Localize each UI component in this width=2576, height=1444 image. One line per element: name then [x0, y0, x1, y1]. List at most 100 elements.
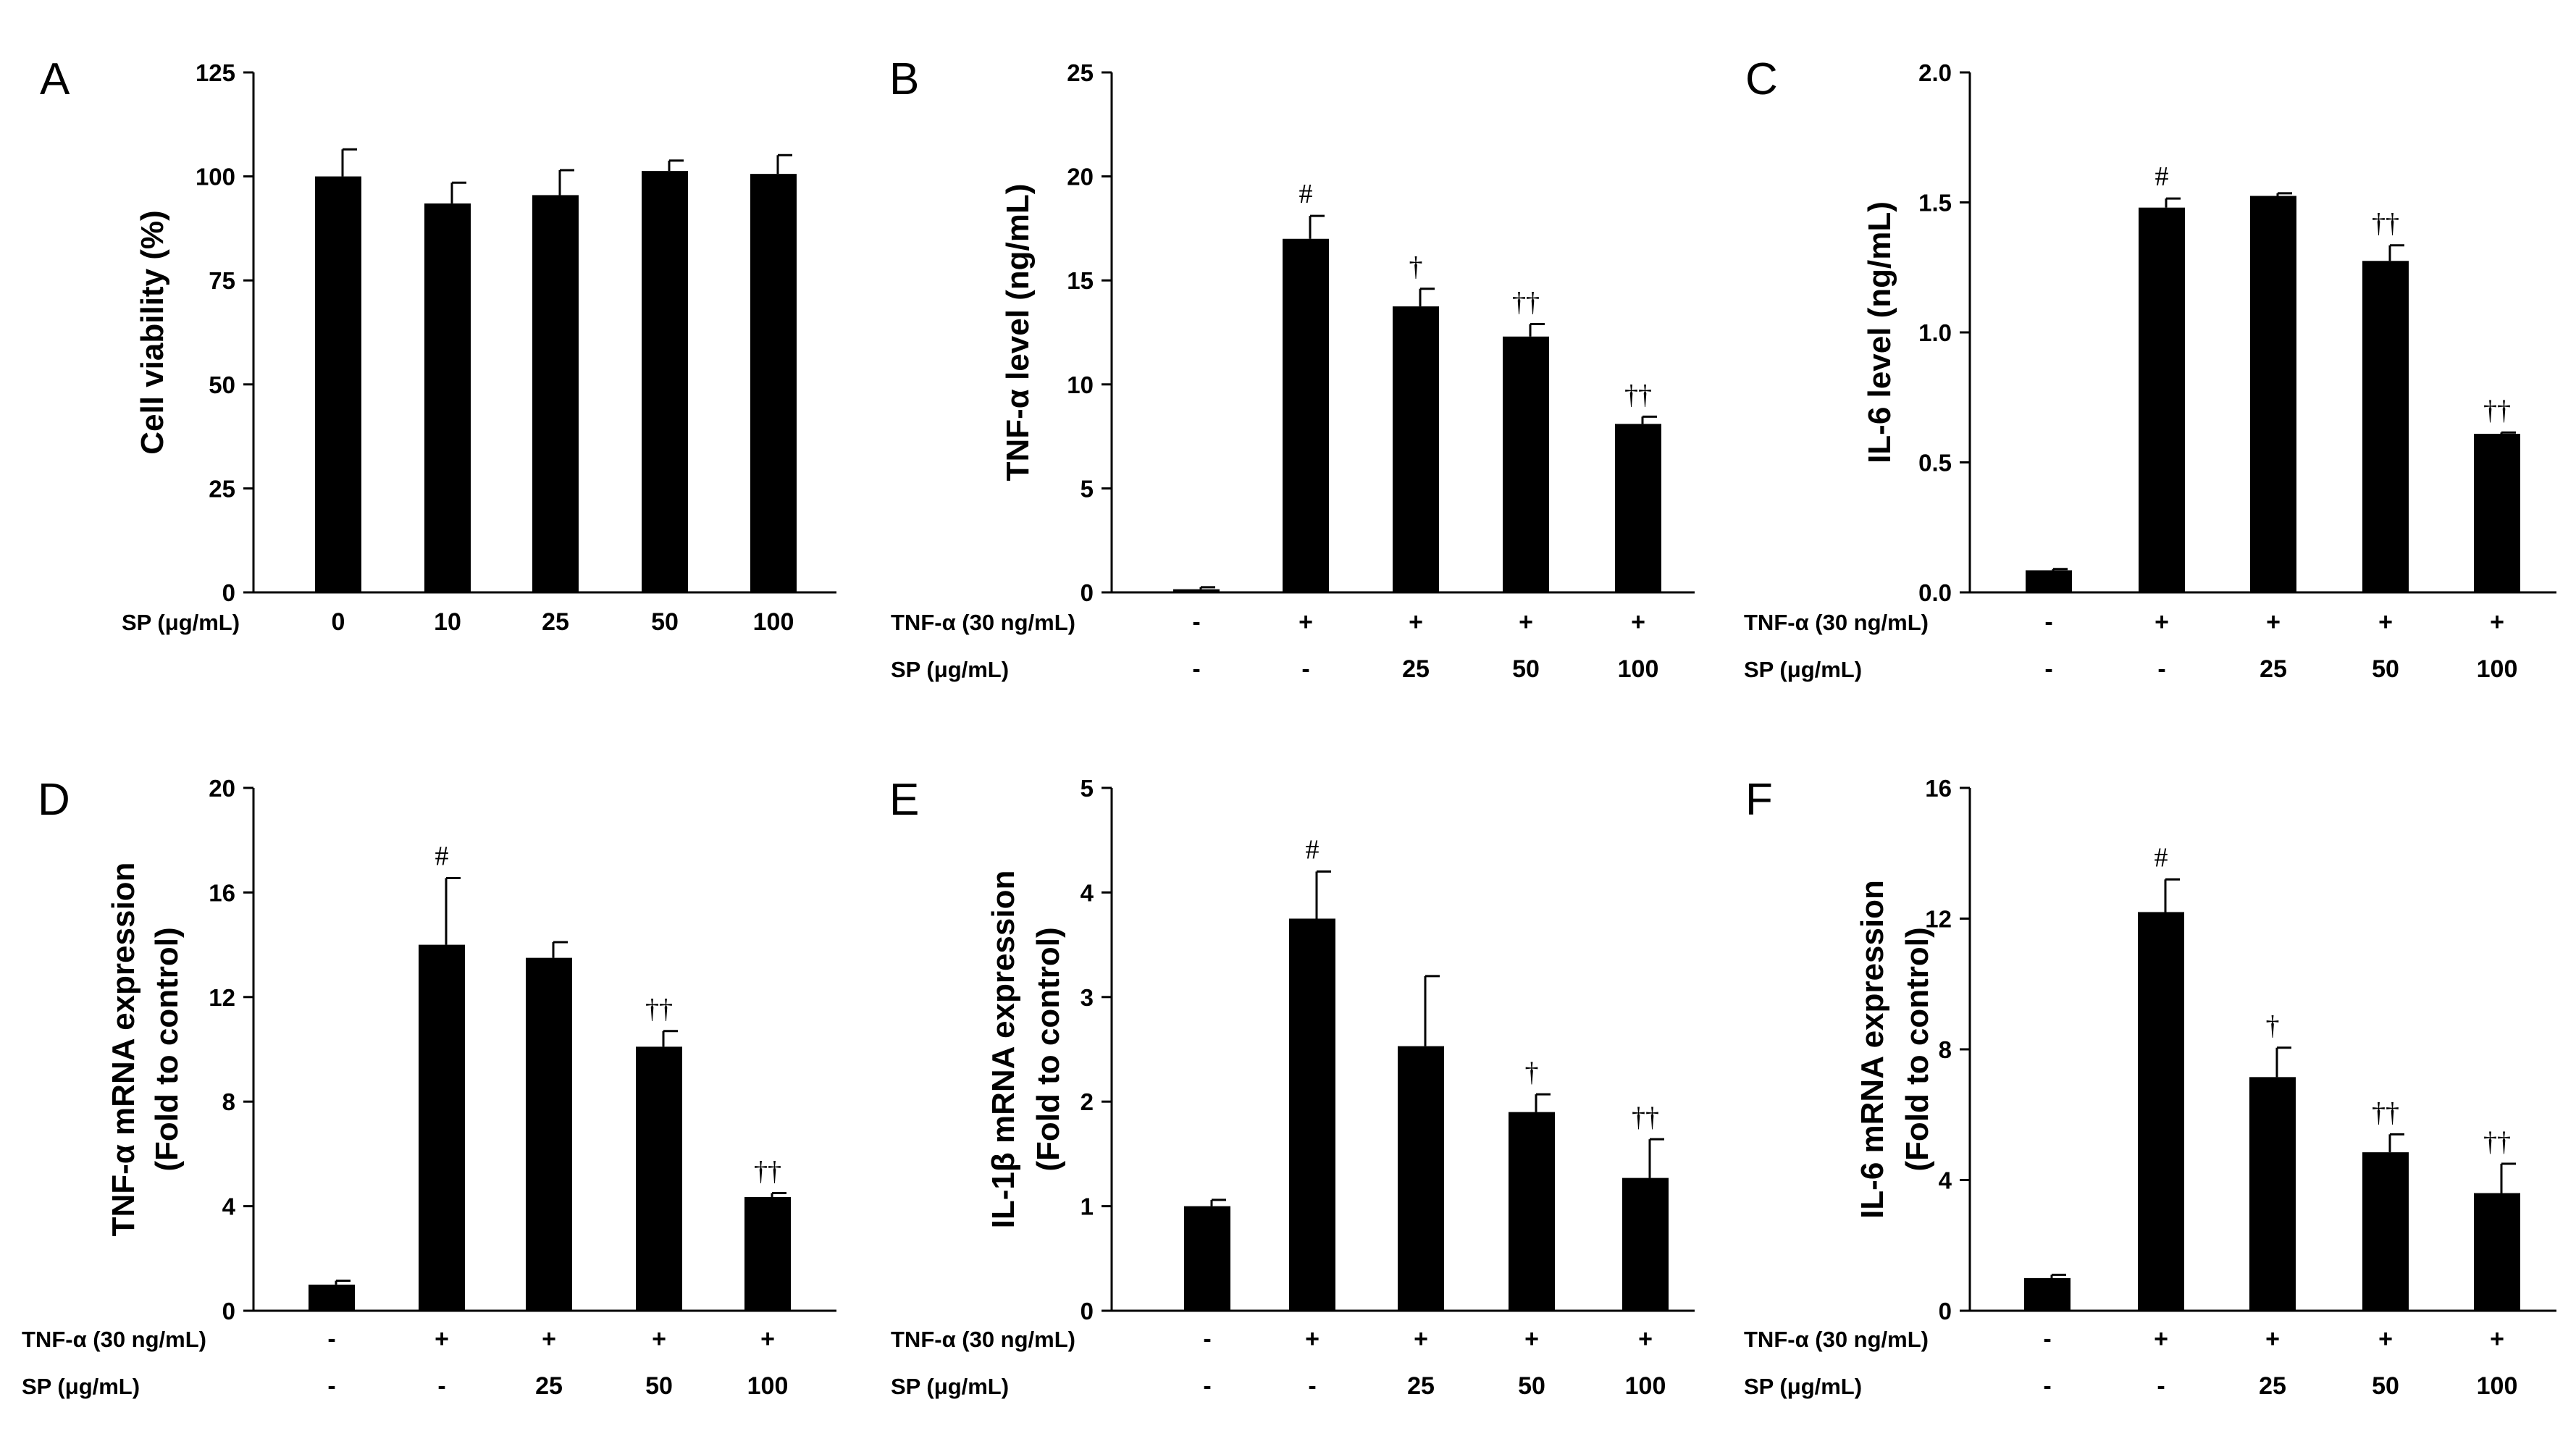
panel-e-bar-1: [1289, 918, 1335, 1311]
panel-c-bar-3: [2362, 261, 2409, 592]
panel-d-row-0-value-4: +: [760, 1325, 775, 1353]
panel-d-y-tick-label-1: 4: [222, 1193, 236, 1220]
panel-f-y-tick-label-0: 0: [1939, 1298, 1952, 1325]
panel-b-row-1-value-0: -: [1192, 655, 1200, 683]
panel-b-bar-4: [1615, 424, 1661, 592]
panel-d-row-label-0: TNF-α (30 ng/mL): [22, 1327, 206, 1352]
panel-c-row-1-value-3: 50: [2372, 655, 2399, 683]
panel-d-row-1-value-3: 50: [645, 1372, 673, 1400]
panel-f-row-0-value-3: +: [2378, 1325, 2393, 1353]
panel-f-y-tick-label-1: 4: [1939, 1167, 1952, 1194]
panel-f-annotation-3: ††: [2372, 1097, 2399, 1128]
panel-d-bar-4: [744, 1196, 791, 1311]
panel-c: C 0.0 0.5 1.0 1.5 2.0 IL-6 level (ng/mL) # †† †† T…: [1744, 54, 2556, 683]
panel-b-y-tick-label-0: 0: [1081, 579, 1094, 606]
panel-a-y-tick-label-3: 75: [209, 267, 235, 294]
panel-c-bar-1: [2139, 207, 2185, 592]
panel-e-row-label-0: TNF-α (30 ng/mL): [891, 1327, 1075, 1352]
panel-c-y-tick-label-4: 2.0: [1918, 59, 1952, 86]
panel-a-y-tick-label-2: 50: [209, 372, 235, 398]
panel-b-y-tick-label-3: 15: [1067, 267, 1094, 294]
panel-f-letter: F: [1745, 775, 1773, 825]
panel-f-row-1-value-3: 50: [2372, 1372, 2399, 1400]
panel-e-y-tick-label-4: 4: [1081, 879, 1094, 906]
panel-e-y-tick-label-1: 1: [1081, 1193, 1094, 1220]
panel-c-row-0-value-2: +: [2266, 608, 2281, 636]
panel-f-bar-0: [2024, 1277, 2071, 1311]
panel-f-bar-3: [2362, 1152, 2409, 1311]
panel-d-annotation-1: #: [435, 841, 449, 872]
panel-c-y-tick-label-3: 1.5: [1918, 190, 1952, 217]
panel-d-y-label-2: (Fold to control): [149, 927, 185, 1171]
panel-e-row-0-value-2: +: [1414, 1325, 1428, 1353]
panel-c-row-1-value-2: 25: [2260, 655, 2287, 683]
panel-d-bar-3: [636, 1046, 682, 1311]
panel-d-y-label: TNF-α mRNA expression: [106, 862, 141, 1237]
panel-c-row-label-1: SP (μg/mL): [1744, 657, 1862, 682]
panel-e-row-1-value-3: 50: [1518, 1372, 1545, 1400]
panel-b-y-tick-label-5: 25: [1067, 59, 1094, 86]
panel-b-row-1-value-4: 100: [1618, 655, 1659, 683]
panel-e-bar-2: [1398, 1046, 1444, 1311]
panel-e-row-1-value-4: 100: [1625, 1372, 1666, 1400]
panel-a-y-tick-label-0: 0: [222, 579, 235, 606]
panel-d-row-0-value-3: +: [652, 1325, 666, 1353]
panel-a-bar-2: [532, 195, 579, 592]
panel-c-y-tick-label-2: 1.0: [1918, 319, 1952, 346]
panel-f-row-label-1: SP (μg/mL): [1744, 1374, 1862, 1399]
panel-e-y-label: IL-1β mRNA expression: [986, 870, 1021, 1229]
panel-d-row-1-value-0: -: [327, 1372, 335, 1400]
panel-e-row-label-1: SP (μg/mL): [891, 1374, 1009, 1399]
panel-f-annotation-1: #: [2155, 842, 2168, 873]
panel-b-row-0-value-4: +: [1631, 608, 1645, 636]
panel-a-bar-3: [642, 171, 688, 592]
panel-e-row-1-value-1: -: [1308, 1372, 1316, 1400]
panel-b-row-1-value-3: 50: [1512, 655, 1540, 683]
panel-a-row-0-value-1: 10: [434, 608, 461, 636]
panel-f-y-tick-label-3: 12: [1925, 906, 1952, 933]
panel-c-bar-2: [2250, 196, 2296, 592]
panel-d-row-1-value-4: 100: [747, 1372, 789, 1400]
panel-b-row-0-value-1: +: [1299, 608, 1313, 636]
panel-c-bar-4: [2474, 434, 2520, 592]
panel-d: D 0 4 8 12 16 20 TNF-α mRNA expression (Fold to …: [22, 775, 836, 1400]
panel-d-bar-1: [419, 944, 465, 1311]
panel-d-letter: D: [38, 775, 70, 825]
panel-b-row-0-value-2: +: [1409, 608, 1423, 636]
panel-a-row-0-value-3: 50: [651, 608, 679, 636]
panel-f-row-1-value-4: 100: [2477, 1372, 2518, 1400]
panel-f-row-0-value-4: +: [2490, 1325, 2504, 1353]
panel-c-row-1-value-1: -: [2157, 655, 2165, 683]
panel-d-annotation-4: ††: [754, 1157, 781, 1187]
panel-e: E 0 1 2 3 4 5 IL-1β mRNA expression (Fold to con…: [889, 775, 1695, 1400]
panel-f-y-label: IL-6 mRNA expression: [1855, 880, 1890, 1219]
panel-f-row-0-value-0: -: [2043, 1325, 2051, 1353]
panel-e-row-0-value-0: -: [1203, 1325, 1211, 1353]
panel-f-y-tick-label-4: 16: [1925, 775, 1952, 802]
panel-e-annotation-1: #: [1306, 835, 1320, 865]
panel-c-row-0-value-0: -: [2044, 608, 2052, 636]
panel-a-y-label: Cell viability (%): [135, 210, 170, 454]
panel-f-bar-2: [2249, 1077, 2296, 1311]
panel-e-annotation-4: ††: [1632, 1102, 1659, 1133]
panel-a-bar-4: [750, 174, 797, 593]
panel-b-letter: B: [889, 54, 919, 104]
panel-f-row-1-value-2: 25: [2259, 1372, 2286, 1400]
panel-b-annotation-3: ††: [1512, 287, 1540, 318]
panel-f-row-1-value-1: -: [2157, 1372, 2165, 1400]
panel-f-annotation-2: †: [2266, 1011, 2280, 1041]
panel-f-row-label-0: TNF-α (30 ng/mL): [1744, 1327, 1929, 1352]
panel-f-annotation-4: ††: [2483, 1127, 2511, 1157]
panel-b-y-tick-label-4: 20: [1067, 164, 1094, 190]
panel-a-letter: A: [40, 54, 70, 104]
panel-e-row-0-value-4: +: [1638, 1325, 1653, 1353]
panel-b-y-tick-label-2: 10: [1067, 372, 1094, 398]
panel-d-y-tick-label-4: 16: [209, 879, 235, 906]
panel-d-bar-2: [526, 957, 572, 1311]
panel-c-row-0-value-1: +: [2155, 608, 2169, 636]
panel-a-row-0-value-4: 100: [753, 608, 794, 636]
panel-d-y-tick-label-5: 20: [209, 775, 235, 802]
panel-d-y-tick-label-3: 12: [209, 984, 235, 1011]
